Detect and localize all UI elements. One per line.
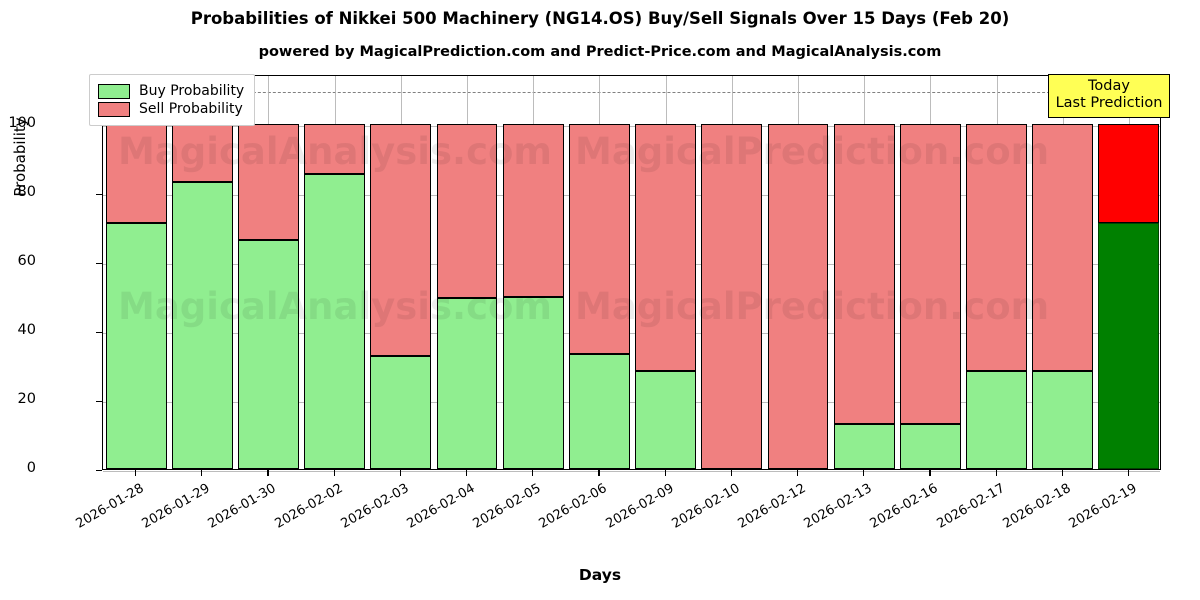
bar-segment-buy	[635, 370, 697, 469]
grid-line-horizontal	[103, 471, 1160, 472]
bar-segment-buy	[304, 173, 366, 469]
bar-segment-buy	[502, 297, 564, 469]
bar-segment-sell	[701, 124, 763, 469]
bar-segment-buy	[436, 297, 498, 469]
grid-line-horizontal	[103, 126, 1160, 127]
y-axis-tick-mark	[96, 401, 102, 403]
bar-2026-02-05[interactable]	[502, 74, 564, 469]
chart-subtitle: powered by MagicalPrediction.com and Pre…	[258, 44, 942, 60]
legend-label-buy: Buy Probability	[139, 83, 245, 99]
bar-segment-sell	[370, 124, 432, 356]
grid-line-horizontal	[103, 333, 1160, 334]
bar-segment-sell	[635, 124, 697, 371]
bar-2026-01-29[interactable]	[171, 74, 233, 469]
grid-line-horizontal	[103, 402, 1160, 403]
y-axis-tick-mark	[96, 332, 102, 334]
bar-segment-sell	[304, 124, 366, 174]
legend-item-buy: Buy Probability	[98, 83, 244, 99]
x-axis-tick-mark	[730, 470, 732, 476]
legend-item-sell: Sell Probability	[98, 101, 244, 117]
bar-2026-02-18[interactable]	[1032, 74, 1094, 469]
bar-segment-sell	[171, 124, 233, 182]
bar-segment-sell	[1098, 124, 1160, 223]
bar-segment-sell	[899, 124, 961, 425]
legend-swatch-sell	[98, 101, 130, 117]
bar-segment-buy	[833, 424, 895, 469]
bar-segment-sell	[966, 124, 1027, 371]
y-axis-tick-label: 60	[17, 253, 36, 269]
bar-2026-02-10[interactable]	[701, 74, 763, 469]
chart-title: Probabilities of Nikkei 500 Machinery (N…	[190, 9, 1010, 28]
bar-segment-sell	[767, 124, 829, 469]
x-axis-tick-mark	[1127, 470, 1130, 476]
bar-segment-buy	[370, 355, 432, 469]
bar-2026-02-16[interactable]	[899, 74, 961, 469]
bar-2026-02-03[interactable]	[370, 74, 432, 469]
y-axis-tick-label: 40	[17, 322, 36, 338]
bar-2026-02-19[interactable]	[1098, 74, 1160, 469]
y-axis-tick-mark	[96, 470, 102, 472]
x-axis-tick-mark	[664, 470, 666, 476]
x-axis-tick-mark	[267, 470, 269, 476]
bar-segment-sell	[833, 124, 895, 425]
grid-line-horizontal	[103, 264, 1160, 265]
bar-2026-02-09[interactable]	[635, 74, 697, 469]
x-axis-tick-mark	[466, 470, 468, 476]
plot-area	[102, 74, 1161, 472]
x-axis-tick-mark	[598, 470, 600, 476]
y-axis-label: Probability	[11, 117, 29, 197]
y-axis-tick-label: 20	[17, 391, 36, 407]
bar-segment-buy	[1098, 222, 1160, 469]
x-axis-tick-mark	[135, 470, 137, 476]
bar-2026-02-02[interactable]	[304, 74, 366, 469]
bar-2026-02-04[interactable]	[436, 74, 498, 469]
x-axis-tick-mark	[796, 470, 799, 476]
bar-segment-buy	[105, 222, 167, 469]
today-annotation-line2: Last Prediction	[1055, 95, 1163, 112]
bar-segment-sell	[568, 124, 630, 355]
bar-2026-02-13[interactable]	[833, 74, 895, 469]
today-annotation: Today Last Prediction	[1048, 74, 1170, 119]
bar-2026-02-06[interactable]	[568, 74, 630, 469]
x-axis-tick-mark	[399, 470, 402, 476]
x-axis-tick-mark	[863, 470, 865, 476]
bar-2026-01-28[interactable]	[105, 74, 167, 469]
x-axis-tick-mark	[995, 470, 997, 476]
bar-2026-02-12[interactable]	[767, 74, 829, 469]
legend-label-sell: Sell Probability	[139, 101, 243, 117]
x-axis-tick-mark	[333, 470, 335, 476]
chart-legend: Buy Probability Sell Probability	[89, 74, 256, 126]
bar-segment-sell	[105, 124, 167, 223]
x-axis-label: Days	[578, 566, 622, 584]
bar-segment-buy	[568, 354, 630, 469]
bar-segment-buy	[899, 424, 961, 469]
bar-segment-buy	[1032, 370, 1094, 469]
dashed-reference-line	[103, 91, 1160, 93]
bar-2026-02-17[interactable]	[966, 74, 1027, 469]
y-axis-tick-label: 0	[26, 460, 36, 476]
x-axis-tick-mark	[1061, 470, 1063, 476]
today-annotation-line1: Today	[1088, 78, 1130, 94]
x-axis-tick-mark	[929, 470, 931, 476]
bar-segment-sell	[436, 124, 498, 298]
bar-segment-buy	[966, 370, 1027, 469]
x-axis-tick-mark	[201, 470, 203, 476]
bar-segment-sell	[238, 124, 299, 240]
bar-2026-01-30[interactable]	[238, 74, 299, 469]
y-axis-tick-mark	[96, 194, 102, 196]
y-axis-tick-mark	[96, 263, 102, 265]
grid-line-horizontal	[103, 195, 1160, 196]
bar-segment-buy	[171, 181, 233, 469]
bar-segment-buy	[238, 239, 299, 469]
legend-swatch-buy	[98, 83, 130, 99]
y-axis-tick-label: 80	[17, 184, 36, 200]
bar-segment-sell	[502, 124, 564, 298]
bar-segment-sell	[1032, 124, 1094, 371]
x-axis-tick-mark	[532, 470, 534, 476]
y-axis-tick-label: 100	[8, 115, 36, 131]
